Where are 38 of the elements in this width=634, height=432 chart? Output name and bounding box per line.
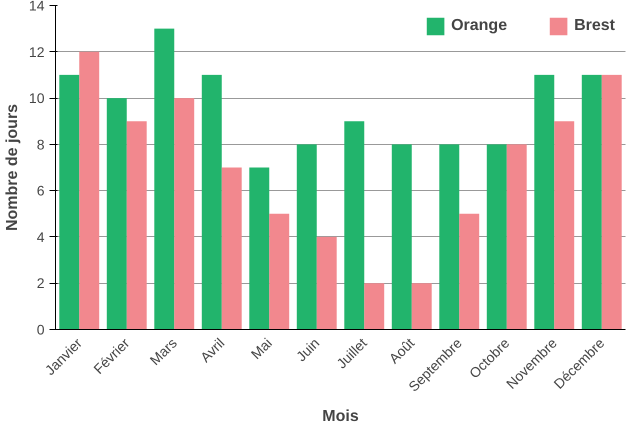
- bar: [554, 121, 574, 330]
- bar: [154, 28, 174, 330]
- bar: [316, 236, 337, 330]
- bar: [106, 98, 127, 330]
- bar: [174, 98, 194, 330]
- bar: [59, 74, 80, 330]
- bar: [344, 121, 364, 330]
- bar: [364, 283, 384, 330]
- y-tick-label: 2: [36, 275, 45, 292]
- bar: [412, 283, 432, 330]
- y-tick-label: 14: [28, 0, 45, 14]
- bar: [126, 121, 147, 330]
- legend-label: Brest: [574, 17, 615, 35]
- bar: [534, 74, 554, 330]
- x-tick-label: Juin: [292, 334, 322, 364]
- bar: [202, 74, 222, 330]
- y-tick-label: 12: [28, 44, 45, 60]
- bar: [392, 144, 412, 330]
- bar: [582, 74, 602, 330]
- y-tick-label: 8: [36, 136, 45, 152]
- bar: [486, 144, 507, 330]
- y-tick-label: 0: [36, 322, 45, 338]
- y-tick-label: 6: [36, 182, 45, 199]
- bar: [79, 52, 100, 330]
- y-tick-label: 10: [28, 90, 45, 106]
- y-tick-label: 4: [36, 228, 45, 245]
- bar: [506, 144, 527, 330]
- bar: [439, 144, 460, 330]
- bar: [602, 74, 622, 330]
- legend-label: Orange: [451, 17, 508, 35]
- bar: [459, 214, 480, 330]
- x-axis-title: Mois: [322, 408, 359, 426]
- x-tick-label: Mai: [248, 334, 275, 362]
- y-axis-title: Nombre de jours: [4, 104, 21, 232]
- bar: [269, 214, 290, 330]
- bar: [222, 168, 242, 330]
- bar: [249, 168, 270, 330]
- bar: [296, 144, 317, 330]
